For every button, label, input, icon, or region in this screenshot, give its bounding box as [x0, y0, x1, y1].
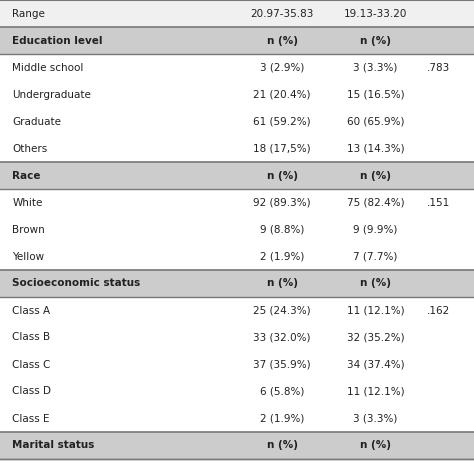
Text: Education level: Education level	[12, 36, 103, 46]
Text: n (%): n (%)	[266, 279, 298, 289]
Text: Others: Others	[12, 144, 48, 154]
Text: 13 (14.3%): 13 (14.3%)	[347, 144, 404, 154]
Text: n (%): n (%)	[360, 440, 391, 450]
Text: n (%): n (%)	[266, 171, 298, 181]
Text: Yellow: Yellow	[12, 252, 45, 262]
Text: Marital status: Marital status	[12, 440, 95, 450]
Bar	[0, 351, 474, 378]
Text: 3 (2.9%): 3 (2.9%)	[260, 63, 304, 73]
Text: 6 (5.8%): 6 (5.8%)	[260, 386, 304, 396]
Text: 19.13-33.20: 19.13-33.20	[344, 9, 407, 18]
Text: 92 (89.3%): 92 (89.3%)	[253, 198, 311, 208]
Bar	[0, 189, 474, 216]
Text: 21 (20.4%): 21 (20.4%)	[253, 90, 311, 100]
Text: 11 (12.1%): 11 (12.1%)	[347, 386, 404, 396]
Text: n (%): n (%)	[360, 279, 391, 289]
Text: 32 (35.2%): 32 (35.2%)	[347, 332, 404, 343]
Text: Range: Range	[12, 9, 46, 18]
Text: 33 (32.0%): 33 (32.0%)	[253, 332, 311, 343]
Text: n (%): n (%)	[360, 36, 391, 46]
Text: n (%): n (%)	[266, 36, 298, 46]
Text: Class E: Class E	[12, 413, 50, 423]
Text: 20.97-35.83: 20.97-35.83	[250, 9, 314, 18]
Text: Class D: Class D	[12, 386, 52, 396]
Text: 9 (8.8%): 9 (8.8%)	[260, 225, 304, 235]
Text: White: White	[12, 198, 43, 208]
Bar	[0, 405, 474, 432]
Text: 15 (16.5%): 15 (16.5%)	[347, 90, 404, 100]
Text: 11 (12.1%): 11 (12.1%)	[347, 306, 404, 316]
Bar	[0, 432, 474, 459]
Text: Graduate: Graduate	[12, 117, 62, 127]
Bar	[0, 27, 474, 54]
Text: 25 (24.3%): 25 (24.3%)	[253, 306, 311, 316]
Bar	[0, 378, 474, 405]
Text: 60 (65.9%): 60 (65.9%)	[347, 117, 404, 127]
Text: Socioeconomic status: Socioeconomic status	[12, 279, 141, 289]
Text: 61 (59.2%): 61 (59.2%)	[253, 117, 311, 127]
Text: Undergraduate: Undergraduate	[12, 90, 91, 100]
Text: Race: Race	[12, 171, 41, 181]
Bar	[0, 216, 474, 243]
Bar	[0, 54, 474, 81]
Text: 37 (35.9%): 37 (35.9%)	[253, 359, 311, 370]
Bar	[0, 0, 474, 27]
Bar	[0, 135, 474, 162]
Text: 3 (3.3%): 3 (3.3%)	[354, 413, 398, 423]
Text: 2 (1.9%): 2 (1.9%)	[260, 413, 304, 423]
Bar	[0, 108, 474, 135]
Text: Brown: Brown	[12, 225, 45, 235]
Text: .151: .151	[427, 198, 450, 208]
Bar	[0, 162, 474, 189]
Text: n (%): n (%)	[266, 440, 298, 450]
Text: Class C: Class C	[12, 359, 51, 370]
Text: Class A: Class A	[12, 306, 51, 316]
Text: 9 (9.9%): 9 (9.9%)	[354, 225, 398, 235]
Text: n (%): n (%)	[360, 171, 391, 181]
Bar	[0, 243, 474, 270]
Text: Middle school: Middle school	[12, 63, 84, 73]
Text: .783: .783	[427, 63, 450, 73]
Text: 34 (37.4%): 34 (37.4%)	[347, 359, 404, 370]
Bar	[0, 324, 474, 351]
Text: Class B: Class B	[12, 332, 51, 343]
Text: 2 (1.9%): 2 (1.9%)	[260, 252, 304, 262]
Text: 75 (82.4%): 75 (82.4%)	[347, 198, 404, 208]
Text: .162: .162	[427, 306, 450, 316]
Text: 7 (7.7%): 7 (7.7%)	[354, 252, 398, 262]
Bar	[0, 270, 474, 297]
Text: 18 (17,5%): 18 (17,5%)	[253, 144, 311, 154]
Bar	[0, 297, 474, 324]
Bar	[0, 81, 474, 108]
Text: 3 (3.3%): 3 (3.3%)	[354, 63, 398, 73]
